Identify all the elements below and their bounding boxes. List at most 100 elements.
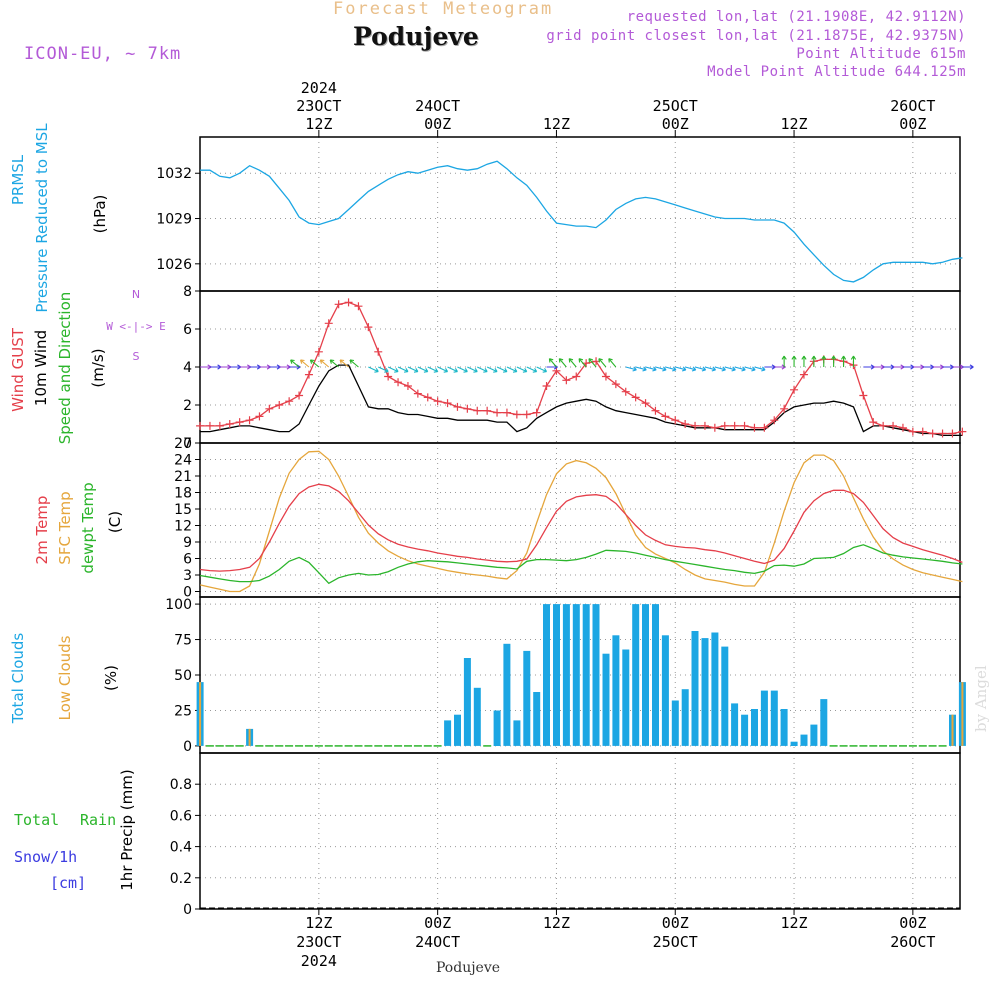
wind-gust-point	[799, 370, 808, 379]
wind-direction-arrow	[863, 364, 875, 370]
point-altitude: Point Altitude 615m	[796, 46, 966, 62]
bottom-time-label: 00Z	[899, 914, 926, 932]
pressure-ytick-label: 1029	[156, 212, 192, 228]
clouds-ytick-label: 100	[165, 597, 192, 613]
wind-direction-arrow	[249, 364, 261, 370]
wind-direction-arrow	[378, 366, 389, 373]
wind-gust-point	[720, 421, 729, 430]
wind-direction-arrow	[516, 366, 528, 373]
wind-direction-arrow	[922, 364, 935, 370]
wind-direction-arrow	[457, 366, 468, 373]
wind-ytick-label: 6	[183, 322, 192, 338]
wind-gust-point	[483, 406, 492, 415]
wind-ytick-label: 8	[183, 284, 192, 300]
wind-direction-arrow	[685, 366, 697, 372]
pressure-label-msl: Pressure Reduced to MSL	[33, 123, 51, 313]
clouds-unit: (%)	[102, 665, 120, 691]
temperature-frame	[199, 442, 961, 598]
wind-gust-point	[918, 427, 927, 436]
wind-direction-arrow	[704, 366, 717, 372]
wind-direction-arrow	[269, 364, 281, 370]
cloud-total-bar	[721, 646, 729, 746]
wind-direction-arrow	[655, 366, 667, 372]
wind-gust-point	[235, 418, 244, 427]
wind-gust-point	[245, 416, 254, 425]
wind-gust-point	[225, 420, 234, 428]
wind-gust-point	[443, 399, 452, 408]
cloud-total-bar	[681, 689, 689, 746]
cloud-total-bar	[770, 690, 778, 746]
wind-gust-point	[542, 382, 551, 390]
top-time-label: 12Z	[543, 115, 570, 133]
wind-gust-point	[334, 300, 343, 309]
wind-direction-arrow	[811, 355, 817, 368]
wind-direction-arrow	[942, 364, 954, 370]
cloud-total-bar	[691, 631, 699, 746]
top-time-label: 00Z	[899, 115, 926, 133]
wind-direction-arrow	[873, 364, 885, 370]
product-title: Forecast Meteogram	[333, 0, 554, 19]
wind-direction-arrow	[536, 366, 548, 373]
wind-gust-point	[364, 323, 373, 332]
wind-panel: 0 2 4 6 8	[183, 284, 961, 452]
cloud-total-bar	[533, 692, 541, 746]
wind-direction-arrow	[496, 366, 508, 373]
wind-gust-point	[750, 423, 759, 432]
wind-direction-arrow	[259, 364, 271, 370]
wind-gust-point	[285, 397, 294, 406]
wind-direction-arrow	[290, 359, 300, 368]
wind-direction-arrow	[329, 359, 340, 368]
wind-direction-arrow	[714, 366, 726, 372]
cloud-total-bar	[523, 650, 531, 746]
wind-direction-arrow	[635, 366, 647, 372]
cloud-total-bar	[454, 714, 461, 746]
wind-gust-point	[710, 423, 719, 432]
wind-gust-point	[502, 408, 511, 417]
temperature-ytick-label: 27	[174, 436, 192, 452]
cloud-total-bar	[493, 710, 501, 746]
cloud-total-bar	[642, 604, 649, 746]
cloud-total-bar	[820, 699, 828, 746]
temperature-ytick-label: 0	[183, 585, 192, 601]
wind-gust-point	[275, 401, 284, 409]
clouds-total-label: Total Clouds	[9, 633, 27, 725]
wind-gust-point	[413, 389, 422, 398]
wind-direction-arrow	[781, 355, 787, 368]
requested-coords: requested lon,lat (21.1908E, 42.9112N)	[626, 9, 966, 25]
wind-gust-point	[661, 412, 670, 421]
wind-direction-arrow	[447, 366, 458, 373]
wind-direction-arrow	[734, 366, 746, 372]
cloud-total-bar	[592, 604, 600, 746]
wind-direction-arrow	[724, 366, 736, 372]
wind-gust-point	[324, 319, 333, 328]
wind-direction-arrow	[578, 358, 587, 368]
wind-gust-point	[691, 421, 700, 430]
temperature-ytick-label: 6	[183, 552, 192, 568]
precip-unit-cm: [cm]	[50, 874, 86, 892]
wind-direction-arrow	[209, 364, 222, 370]
wind-direction-arrow	[219, 364, 232, 370]
wind-gust-point	[869, 418, 878, 427]
bottom-time-label: 26OCT	[890, 933, 935, 951]
cloud-total-bar	[780, 709, 788, 746]
wind-gust-point	[512, 410, 521, 419]
bottom-time-label: 23OCT	[296, 933, 341, 951]
pressure-ytick-label: 1032	[156, 166, 192, 182]
model-altitude: Model Point Altitude 644.125m	[707, 64, 966, 80]
wind-direction-arrow	[477, 366, 488, 373]
temp-2m-line	[200, 483, 963, 572]
wind-direction-arrow	[962, 364, 974, 370]
wind-gust-point	[562, 376, 571, 385]
wind-direction-arrow	[200, 364, 212, 370]
wind-10m-line	[200, 364, 963, 437]
wind-direction-arrow	[506, 366, 518, 373]
wind-unit: (m/s)	[89, 348, 107, 387]
wind-gust-point	[631, 393, 640, 402]
wind-gust-point	[522, 410, 531, 419]
wind-direction-arrow	[299, 359, 310, 368]
wind-direction-arrow	[912, 364, 925, 370]
wind-gust-point	[641, 399, 650, 408]
temperature-ytick-label: 24	[174, 453, 192, 469]
